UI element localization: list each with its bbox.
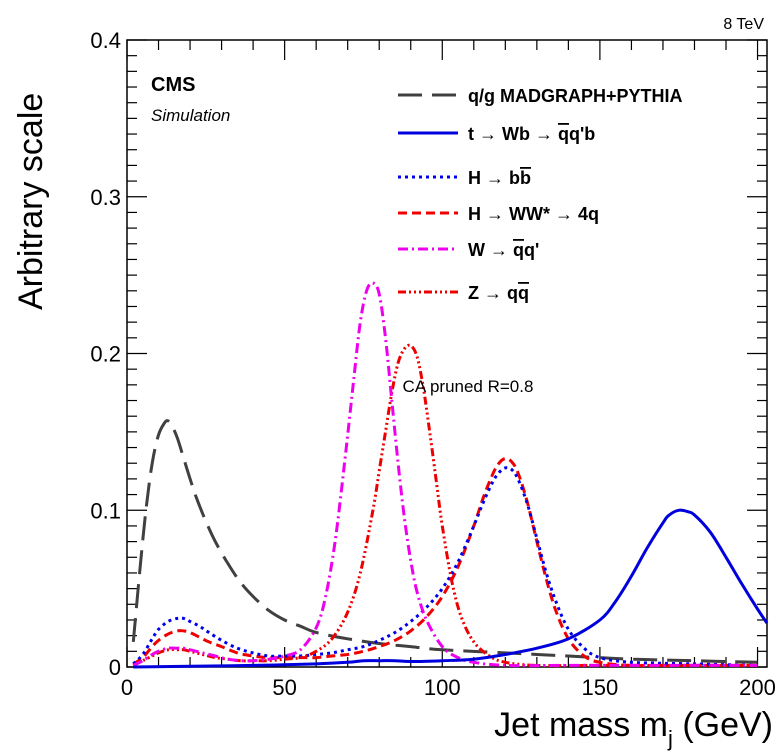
series-line-1 bbox=[133, 508, 769, 669]
series-line-5 bbox=[132, 343, 758, 668]
x-axis-title-unit: (GeV) bbox=[673, 706, 773, 744]
legend-label-part: W → bbox=[468, 240, 513, 260]
x-axis-title-subscript: j bbox=[667, 726, 673, 751]
y-tick-label: 0.2 bbox=[90, 342, 121, 367]
series-line-4 bbox=[132, 281, 758, 668]
y-tick-label: 0.3 bbox=[90, 185, 121, 210]
legend-label-part: q/g MADGRAPH+PYTHIA bbox=[468, 86, 683, 106]
y-tick-label: 0.4 bbox=[90, 28, 121, 53]
x-axis-title: Jet mass mj (GeV) bbox=[494, 706, 773, 751]
axis-ticks bbox=[126, 39, 767, 668]
y-axis-title: Arbitrary scale bbox=[12, 93, 50, 310]
legend-label-part: q bbox=[518, 283, 529, 303]
series-line-2 bbox=[132, 466, 758, 667]
legend-label-part: H → WW* → 4q bbox=[468, 204, 599, 224]
cms-label: CMS bbox=[151, 74, 195, 96]
legend-label-2: H → bb bbox=[468, 168, 531, 188]
algorithm-label: CA pruned R=0.8 bbox=[403, 377, 534, 396]
y-tick-label: 0.1 bbox=[90, 498, 121, 523]
y-tick-label: 0 bbox=[109, 655, 121, 680]
legend-label-part: q' bbox=[524, 240, 539, 260]
x-tick-label: 150 bbox=[582, 675, 619, 700]
energy-label: 8 TeV bbox=[723, 16, 764, 33]
axis-tick-labels: 0 50 100 150 200 0 0.1 0.2 0.3 0.4 bbox=[90, 28, 775, 700]
legend-label-part: q'b bbox=[569, 124, 595, 144]
legend-label-part: b bbox=[520, 168, 531, 188]
legend-label-part: q bbox=[558, 124, 569, 144]
legend-label-part: Z → q bbox=[468, 283, 518, 303]
legend-label-part: q bbox=[513, 240, 524, 260]
x-tick-label: 200 bbox=[739, 675, 776, 700]
x-tick-label: 50 bbox=[272, 675, 296, 700]
curves bbox=[131, 281, 769, 669]
legend-label-0: q/g MADGRAPH+PYTHIA bbox=[468, 86, 683, 106]
x-axis-title-main: Jet mass m bbox=[494, 706, 668, 744]
legend-label-part: t → Wb → bbox=[468, 124, 558, 144]
series-line-0 bbox=[131, 419, 758, 664]
series-line-3 bbox=[132, 456, 758, 668]
simulation-label: Simulation bbox=[151, 106, 230, 125]
legend-label-5: Z → qq bbox=[468, 283, 529, 303]
legend-label-3: H → WW* → 4q bbox=[468, 204, 599, 224]
x-tick-label: 100 bbox=[424, 675, 461, 700]
legend-label-4: W → qq' bbox=[468, 240, 539, 260]
legend-label-1: t → Wb → qq'b bbox=[468, 124, 595, 144]
legend-label-part: H → b bbox=[468, 168, 520, 188]
x-tick-label: 0 bbox=[121, 675, 133, 700]
